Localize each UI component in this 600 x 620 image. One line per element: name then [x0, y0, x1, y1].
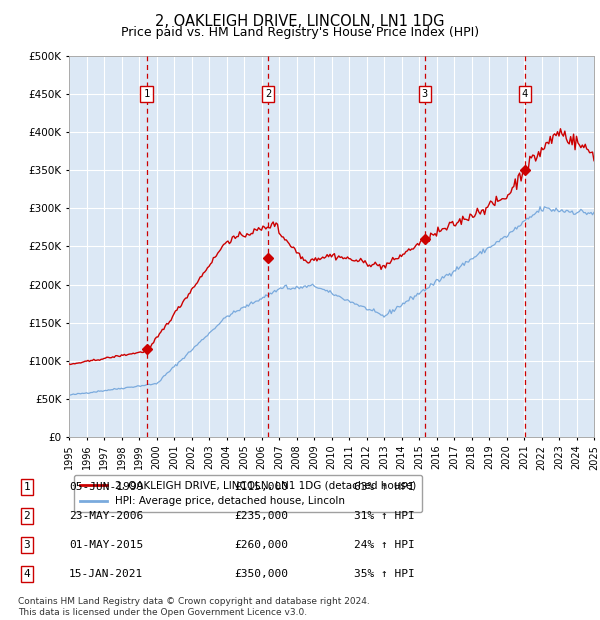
- Text: Contains HM Land Registry data © Crown copyright and database right 2024.
This d: Contains HM Land Registry data © Crown c…: [18, 598, 370, 617]
- Text: Price paid vs. HM Land Registry's House Price Index (HPI): Price paid vs. HM Land Registry's House …: [121, 26, 479, 39]
- Text: 35% ↑ HPI: 35% ↑ HPI: [354, 569, 415, 579]
- Legend: 2, OAKLEIGH DRIVE, LINCOLN, LN1 1DG (detached house), HPI: Average price, detach: 2, OAKLEIGH DRIVE, LINCOLN, LN1 1DG (det…: [74, 475, 422, 512]
- Text: 01-MAY-2015: 01-MAY-2015: [69, 540, 143, 550]
- Text: 1: 1: [143, 89, 149, 99]
- Text: 63% ↑ HPI: 63% ↑ HPI: [354, 482, 415, 492]
- Text: £260,000: £260,000: [234, 540, 288, 550]
- Text: £350,000: £350,000: [234, 569, 288, 579]
- Text: 4: 4: [521, 89, 528, 99]
- Text: 1: 1: [23, 482, 31, 492]
- Text: 15-JAN-2021: 15-JAN-2021: [69, 569, 143, 579]
- Text: 3: 3: [23, 540, 31, 550]
- Text: 2: 2: [23, 511, 31, 521]
- Text: 4: 4: [23, 569, 31, 579]
- Text: 24% ↑ HPI: 24% ↑ HPI: [354, 540, 415, 550]
- Text: 31% ↑ HPI: 31% ↑ HPI: [354, 511, 415, 521]
- Text: £235,000: £235,000: [234, 511, 288, 521]
- Text: 2, OAKLEIGH DRIVE, LINCOLN, LN1 1DG: 2, OAKLEIGH DRIVE, LINCOLN, LN1 1DG: [155, 14, 445, 29]
- Text: £115,000: £115,000: [234, 482, 288, 492]
- Text: 2: 2: [265, 89, 271, 99]
- Text: 3: 3: [422, 89, 428, 99]
- Text: 05-JUN-1999: 05-JUN-1999: [69, 482, 143, 492]
- Text: 23-MAY-2006: 23-MAY-2006: [69, 511, 143, 521]
